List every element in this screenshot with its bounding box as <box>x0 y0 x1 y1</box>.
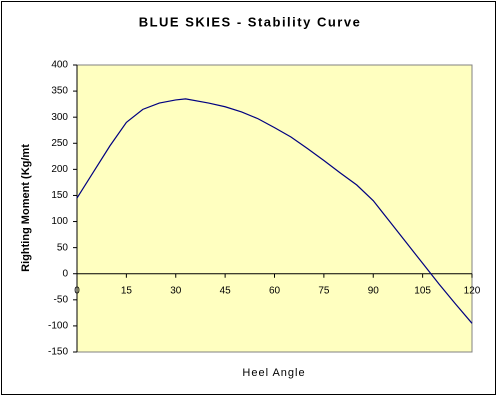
x-tick-label: 60 <box>269 285 281 296</box>
y-tick-label: 150 <box>51 190 68 201</box>
y-tick-label: 200 <box>51 164 68 175</box>
y-tick-label: 400 <box>51 60 68 71</box>
y-tick-label: -100 <box>48 321 68 332</box>
x-tick-label: 15 <box>121 285 133 296</box>
x-tick-label: 30 <box>170 285 182 296</box>
data-line <box>76 98 473 324</box>
y-tick-label: 50 <box>57 242 69 253</box>
x-tick-label: 105 <box>414 285 431 296</box>
y-tick-label: 250 <box>51 138 68 149</box>
x-tick-label: 120 <box>464 285 481 296</box>
x-tick-label: 0 <box>74 285 80 296</box>
y-tick-label: 350 <box>51 86 68 97</box>
y-tick-label: 100 <box>51 216 68 227</box>
y-tick-label: -50 <box>54 294 69 305</box>
plot-area <box>76 64 473 353</box>
y-axis-title: Righting Moment (Kg/mt <box>20 144 32 272</box>
x-tick-label: 75 <box>318 285 330 296</box>
x-axis-title: Heel Angle <box>242 367 305 379</box>
chart-title: BLUE SKIES - Stability Curve <box>139 14 362 29</box>
y-tick-label: 300 <box>51 112 68 123</box>
y-tick-label: 0 <box>62 268 68 279</box>
y-tick-label: -150 <box>48 347 68 358</box>
x-tick-label: 90 <box>368 285 380 296</box>
x-tick-label: 45 <box>220 285 232 296</box>
